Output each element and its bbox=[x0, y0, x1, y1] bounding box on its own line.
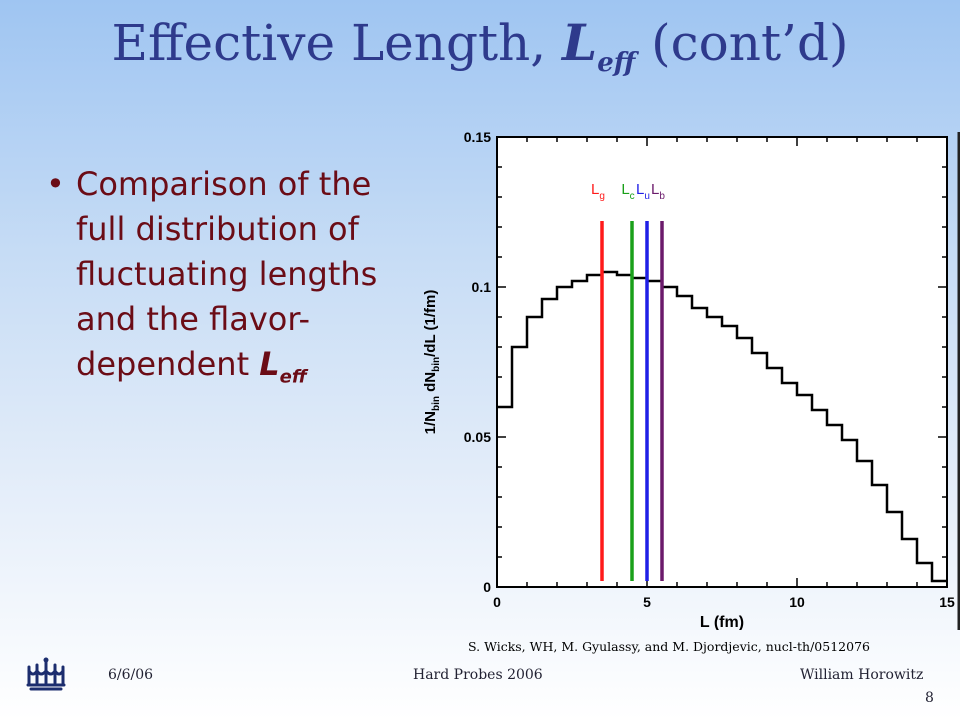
crown-logo-icon bbox=[26, 657, 66, 691]
y-axis-label-part: dN bbox=[422, 372, 439, 396]
bullet-dot: • bbox=[46, 165, 65, 203]
y-tick-label: 0.15 bbox=[464, 129, 491, 145]
bullet-text: Comparison of the full distribution of f… bbox=[76, 162, 384, 399]
y-tick-label: 0.1 bbox=[472, 279, 492, 295]
y-tick-label: 0 bbox=[483, 579, 491, 595]
x-axis-label: L (fm) bbox=[700, 614, 744, 630]
y-axis-label-part: bin bbox=[431, 396, 442, 411]
bullet-symbol: L bbox=[259, 345, 280, 383]
citation: S. Wicks, WH, M. Gyulassy, and M. Djordj… bbox=[468, 639, 870, 654]
footer-event: Hard Probes 2006 bbox=[413, 667, 543, 683]
page-number: 8 bbox=[925, 690, 934, 706]
title-main: Effective Length, bbox=[111, 14, 563, 72]
vline-label-sub: c bbox=[630, 191, 635, 202]
y-axis-label-part: 1/N bbox=[422, 411, 439, 434]
vline-label-sub: b bbox=[659, 191, 665, 202]
vline-label-Lb: Lb bbox=[651, 181, 665, 202]
bullet-subscript: eff bbox=[279, 366, 307, 388]
vline-label-main: L bbox=[621, 181, 629, 198]
plot-frame bbox=[496, 136, 948, 588]
x-tick-label: 5 bbox=[643, 594, 651, 610]
vline-label-Lg: Lg bbox=[591, 181, 605, 202]
x-tick-label: 15 bbox=[939, 594, 955, 610]
bullet-body: Comparison of the full distribution of f… bbox=[76, 165, 378, 383]
y-axis-label-part: /dL (1/fm) bbox=[422, 290, 439, 357]
vline-label-main: L bbox=[636, 181, 644, 198]
footer-author: William Horowitz bbox=[800, 667, 924, 683]
plot-background bbox=[497, 137, 947, 587]
x-tick-label: 0 bbox=[493, 594, 501, 610]
vline-label-Lc: Lc bbox=[621, 181, 634, 202]
title-rest: (cont’d) bbox=[635, 14, 849, 72]
histogram-series bbox=[497, 270, 947, 583]
vline-label-main: L bbox=[591, 181, 599, 198]
bullet-point: • Comparison of the full distribution of… bbox=[44, 162, 384, 399]
title-subscript: eff bbox=[597, 48, 636, 78]
footer-date: 6/6/06 bbox=[108, 667, 154, 683]
vline-label-Lu: Lu bbox=[636, 181, 650, 202]
vline-label-sub: g bbox=[599, 191, 605, 202]
title-symbol: L bbox=[562, 13, 598, 72]
y-axis-label-part: bin bbox=[431, 357, 442, 372]
y-tick-label: 0.05 bbox=[464, 429, 491, 445]
y-axis-label: 1/Nbin dNbin/dL (1/fm) bbox=[422, 290, 442, 435]
vline-label-main: L bbox=[651, 181, 659, 198]
x-tick-label: 10 bbox=[789, 594, 805, 610]
slide-title: Effective Length, Leff (cont’d) bbox=[0, 18, 960, 78]
vline-label-sub: u bbox=[644, 191, 650, 202]
